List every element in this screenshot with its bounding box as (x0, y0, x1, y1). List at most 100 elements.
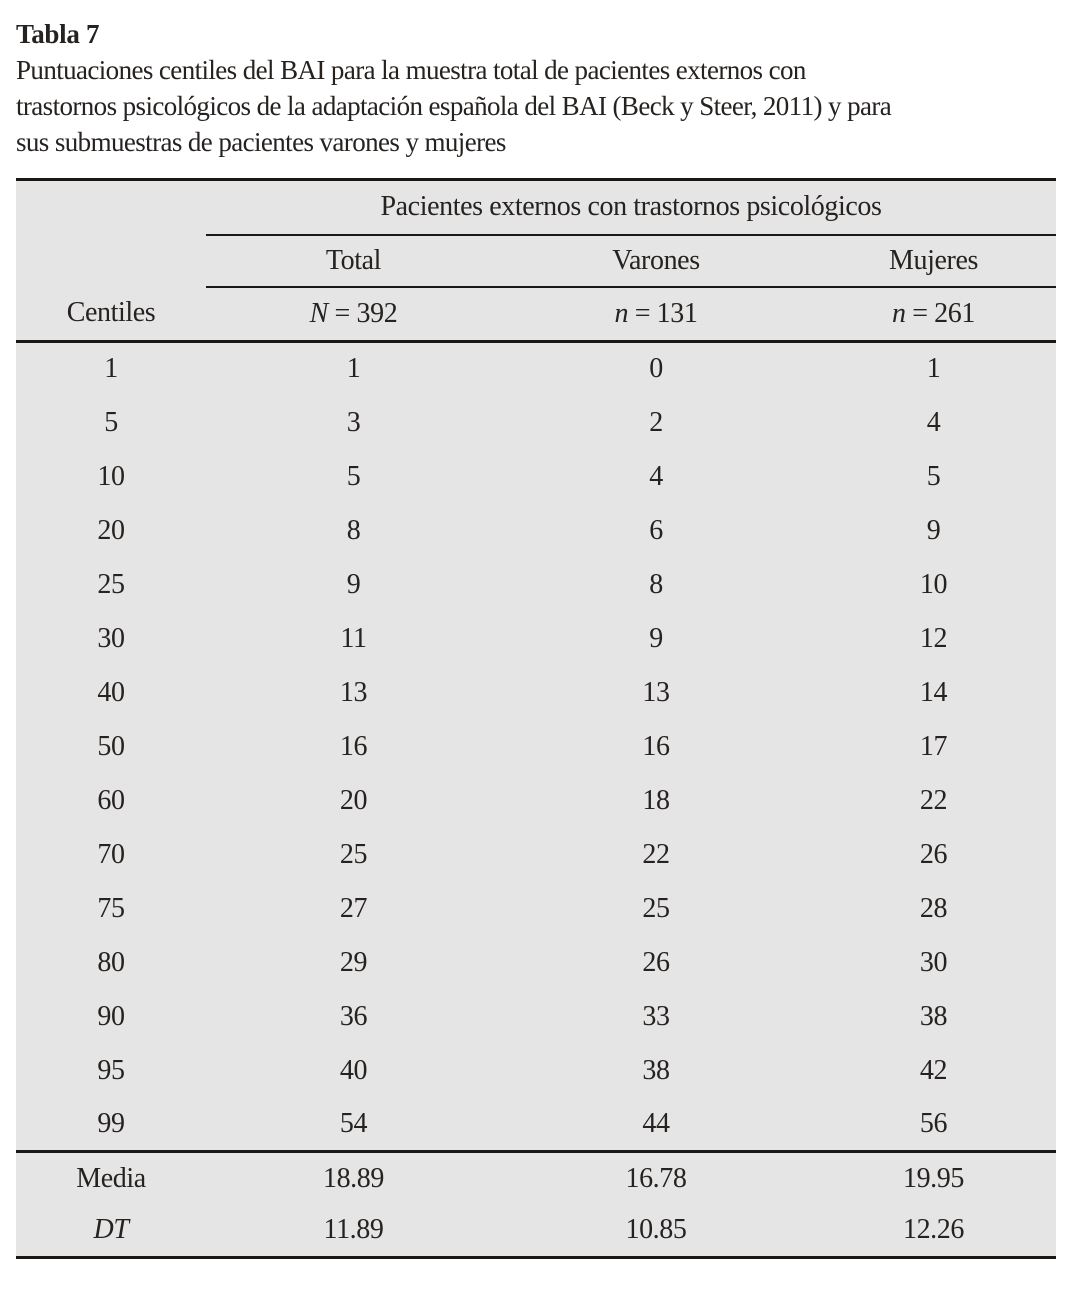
row-label: 90 (97, 1000, 125, 1032)
cell-value: 9 (926, 514, 941, 546)
group-header-row: Total Varones Mujeres (16, 234, 1056, 288)
sample-size-varones: n = 131 (501, 286, 811, 343)
cell-value: 2 (649, 406, 663, 438)
table-foot: Media 18.89 16.78 19.95 DT 11.89 10.85 12.26 (16, 1152, 1056, 1258)
n-symbol: n (891, 297, 906, 329)
row-label: 95 (97, 1054, 125, 1086)
column-spanner-heading: Pacientes externos con trastornos psicol… (206, 179, 1056, 236)
cell-value: 13 (642, 676, 670, 708)
row-label: 50 (97, 730, 125, 762)
sample-size-total: N = 392 (206, 286, 501, 343)
row-label: 1 (104, 353, 118, 385)
cell-value: 17 (919, 730, 948, 762)
cell-value: 29 (339, 946, 368, 978)
column-header-total: Total (206, 234, 501, 288)
cell-value: 1 (926, 353, 941, 385)
table-row: 50 16 16 17 (16, 720, 1056, 774)
cell-value: 11 (340, 622, 367, 654)
table-row: 1 1 0 1 (16, 342, 1056, 396)
cell-value: 30 (919, 946, 948, 978)
n-value: = 392 (327, 297, 398, 329)
cell-value: 3 (346, 406, 361, 438)
cell-value: 16 (339, 730, 368, 762)
table-row: 10 5 4 5 (16, 450, 1056, 504)
cell-value: 10 (919, 568, 948, 600)
column-header-varones: Varones (501, 234, 811, 288)
caption-line: Puntuaciones centiles del BAI para la mu… (16, 55, 806, 85)
cell-value: 9 (649, 622, 663, 654)
row-label: 5 (104, 406, 118, 438)
cell-value: 28 (919, 892, 948, 924)
column-header-mujeres: Mujeres (811, 234, 1056, 288)
table-row: 75 27 25 28 (16, 882, 1056, 936)
cell-value: 9 (346, 568, 361, 600)
cell-value: 0 (649, 353, 663, 385)
table-header: Pacientes externos con trastornos psicol… (16, 179, 1056, 343)
n-value: = 261 (905, 297, 975, 329)
cell-value: 54 (206, 1097, 501, 1153)
stub-spacer (16, 235, 206, 287)
row-label: 10 (97, 460, 125, 492)
table-row: 40 13 13 14 (16, 666, 1056, 720)
cell-value: 1 (346, 353, 361, 385)
cell-value: 11.89 (323, 1214, 384, 1246)
n-symbol: n (614, 297, 629, 329)
cell-value: 38 (642, 1054, 670, 1086)
row-label: 99 (16, 1097, 206, 1153)
row-label: 70 (97, 838, 125, 870)
table-row: 60 20 18 22 (16, 774, 1056, 828)
row-label: 30 (97, 622, 125, 654)
row-label: 20 (97, 514, 125, 546)
row-label: 25 (97, 568, 125, 600)
cell-value: 16.78 (625, 1162, 687, 1194)
stub-spacer (16, 180, 206, 235)
cell-value: 27 (339, 892, 368, 924)
cell-value: 38 (919, 1000, 948, 1032)
cell-value: 44 (501, 1097, 811, 1153)
summary-row: DT 11.89 10.85 12.26 (16, 1205, 1056, 1258)
row-label: 40 (97, 676, 125, 708)
table-row: 5 3 2 4 (16, 396, 1056, 450)
table-row: 70 25 22 26 (16, 828, 1056, 882)
caption-line: sus submuestras de pacientes varones y m… (16, 127, 506, 157)
cell-value: 18.89 (322, 1162, 384, 1194)
table-row: 25 9 8 10 (16, 558, 1056, 612)
cell-value: 33 (642, 1000, 670, 1032)
cell-value: 20 (339, 784, 368, 816)
caption-line: trastornos psicológicos de la adaptación… (16, 91, 892, 121)
table-caption: Puntuaciones centiles del BAI para la mu… (16, 52, 1056, 160)
cell-value: 14 (919, 676, 948, 708)
cell-value: 8 (346, 514, 361, 546)
cell-value: 16 (642, 730, 670, 762)
cell-value: 19.95 (902, 1162, 964, 1194)
table-body: 1 1 0 1 5 3 2 4 10 5 4 5 20 8 6 9 25 9 8 10 30 11 9 12 40 13 13 14 5… (16, 342, 1056, 1153)
table-label: Tabla 7 (16, 19, 100, 49)
table-row: 90 36 33 38 (16, 990, 1056, 1044)
cell-value: 4 (926, 406, 941, 438)
n-value: = 131 (628, 297, 698, 329)
stub-head-centiles: Centiles (16, 286, 206, 343)
spanner-row: Pacientes externos con trastornos psicol… (16, 179, 1056, 236)
cell-value: 25 (642, 892, 670, 924)
row-label: 75 (97, 892, 125, 924)
sample-size-mujeres: n = 261 (811, 286, 1056, 343)
row-label: DT (93, 1214, 129, 1246)
cell-value: 13 (339, 676, 368, 708)
row-label: 80 (97, 946, 125, 978)
table-row: 80 29 26 30 (16, 936, 1056, 990)
cell-value: 36 (339, 1000, 368, 1032)
cell-value: 4 (649, 460, 663, 492)
cell-value: 6 (649, 514, 663, 546)
cell-value: 22 (919, 784, 948, 816)
n-symbol: N (309, 297, 329, 329)
sample-size-row: Centiles N = 392 n = 131 n = 261 (16, 286, 1056, 343)
cell-value: 40 (339, 1054, 368, 1086)
cell-value: 10.85 (625, 1214, 687, 1246)
cell-value: 5 (346, 460, 361, 492)
cell-value: 5 (926, 460, 941, 492)
table-row: 95 40 38 42 (16, 1044, 1056, 1098)
cell-value: 26 (919, 838, 948, 870)
cell-value: 8 (649, 568, 663, 600)
cell-value: 56 (811, 1097, 1056, 1153)
